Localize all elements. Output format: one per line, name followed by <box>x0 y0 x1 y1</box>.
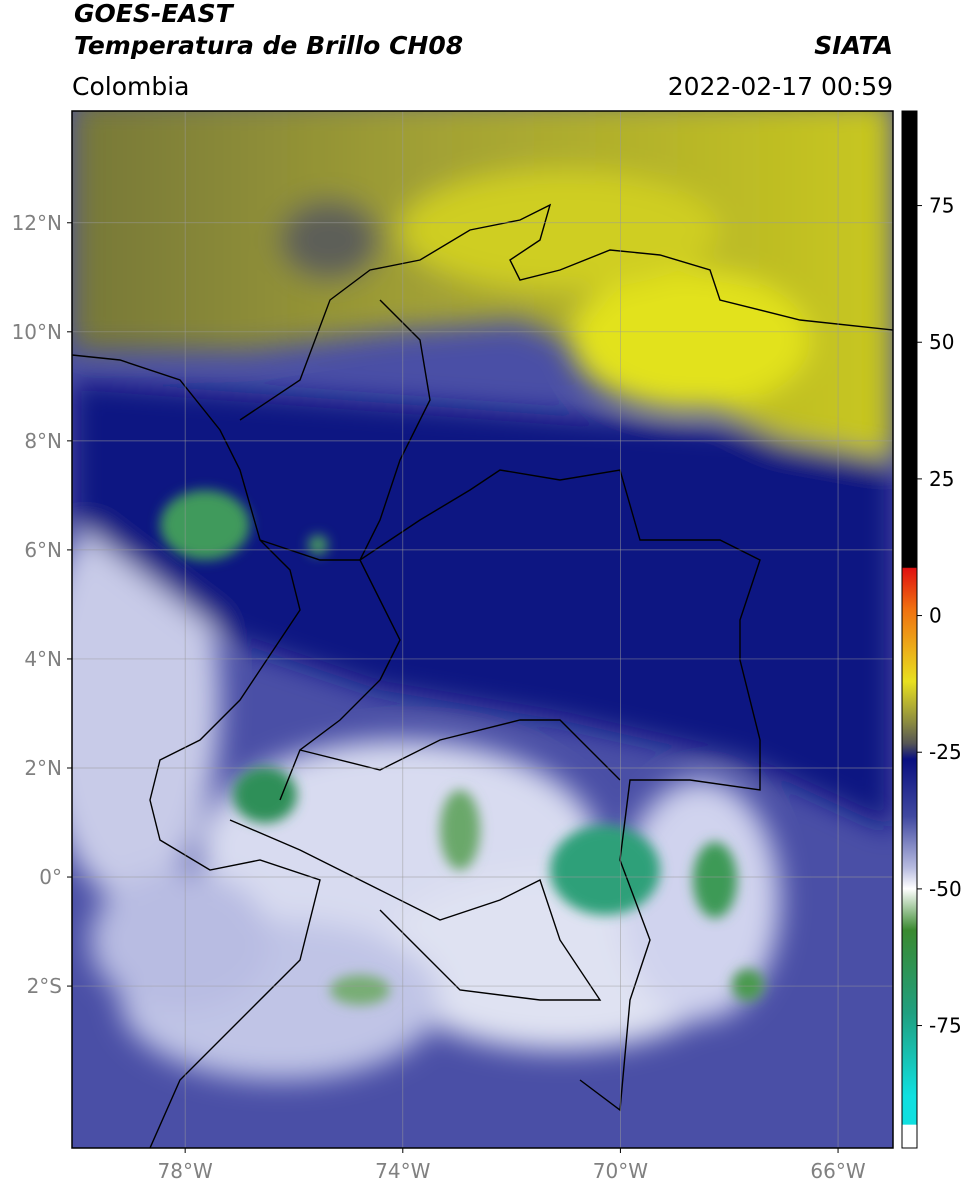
x-tick-label: 70°W <box>593 1159 648 1183</box>
y-tick-label: 2°S <box>27 974 62 998</box>
colorbar-tick-label: 25 <box>929 467 954 491</box>
colorbar-tick-label: -50 <box>929 877 962 901</box>
x-tick-label: 74°W <box>375 1159 430 1183</box>
y-tick-label: 4°N <box>24 647 62 671</box>
satellite-image <box>72 111 893 1148</box>
title: GOES-EAST <box>74 0 235 28</box>
y-tick-label: 0° <box>39 865 62 889</box>
coastline <box>72 203 893 1148</box>
colorbar-tick-label: 50 <box>929 330 954 354</box>
x-tick-label: 66°W <box>810 1159 865 1183</box>
colorbar-tick-label: 75 <box>929 194 954 218</box>
colorbar <box>901 110 918 1149</box>
region: Colombia <box>72 72 189 101</box>
y-tick-label: 8°N <box>24 429 62 453</box>
y-tick-label: 10°N <box>12 320 62 344</box>
y-tick-label: 2°N <box>24 756 62 780</box>
colorbar-tick-label: 0 <box>929 604 942 628</box>
y-tick-label: 6°N <box>24 538 62 562</box>
source: SIATA <box>814 31 893 60</box>
colorbar-tick-label: -75 <box>929 1014 962 1038</box>
subtitle: Temperatura de Brillo CH08 <box>74 31 463 60</box>
colorbar-tick-label: -25 <box>929 740 962 764</box>
datetime: 2022-02-17 00:59 <box>668 72 893 101</box>
map-frame <box>71 110 894 1149</box>
x-tick-label: 78°W <box>158 1159 213 1183</box>
y-tick-label: 12°N <box>12 211 62 235</box>
